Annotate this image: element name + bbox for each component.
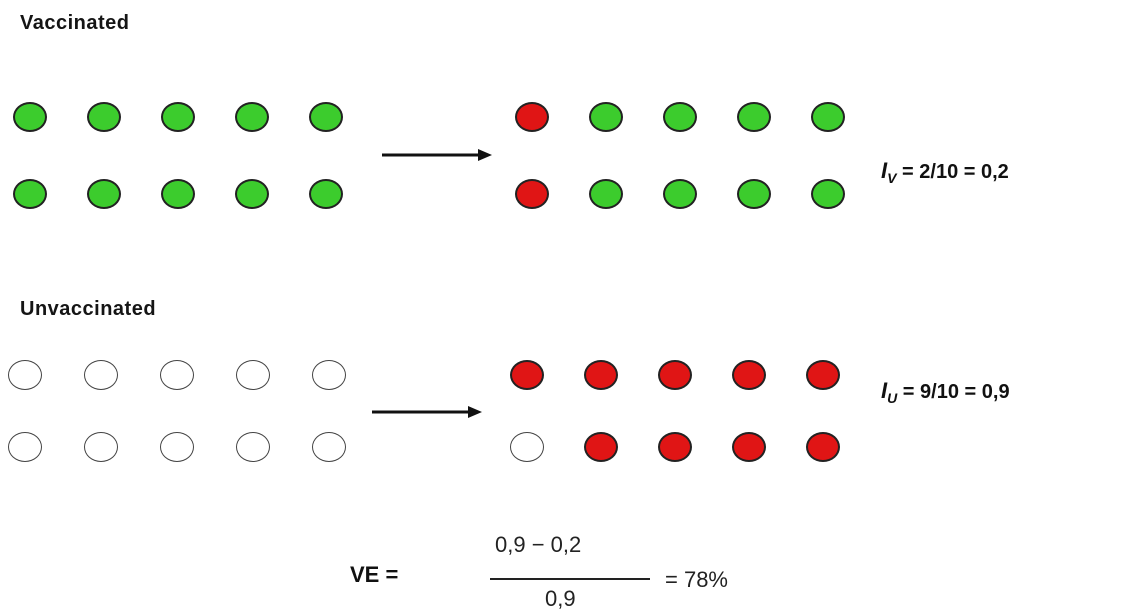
vaccinated-before-group: [13, 102, 393, 292]
uninfected-unvaccinated-dot: [8, 360, 42, 390]
healthy-vaccinated-dot: [13, 179, 47, 209]
unvaccinated-after-group: [510, 360, 890, 550]
uninfected-unvaccinated-dot: [236, 432, 270, 462]
incidence-expression: = 9/10 = 0,9: [897, 381, 1010, 403]
healthy-vaccinated-dot: [87, 102, 121, 132]
healthy-vaccinated-dot: [87, 179, 121, 209]
vaccinated-after-group: [515, 102, 895, 292]
incidence-unvaccinated-formula: IU = 9/10 = 0,9: [881, 378, 1010, 406]
uninfected-unvaccinated-dot: [84, 360, 118, 390]
uninfected-unvaccinated-dot: [510, 432, 544, 462]
infected-dot: [515, 102, 549, 132]
healthy-vaccinated-dot: [737, 102, 771, 132]
uninfected-unvaccinated-dot: [8, 432, 42, 462]
uninfected-unvaccinated-dot: [160, 360, 194, 390]
incidence-symbol: I: [881, 158, 888, 183]
healthy-vaccinated-dot: [235, 179, 269, 209]
healthy-vaccinated-dot: [589, 179, 623, 209]
infected-dot: [584, 432, 618, 462]
fraction-bar: [490, 578, 650, 580]
ve-result: = 78%: [665, 567, 728, 592]
uninfected-unvaccinated-dot: [236, 360, 270, 390]
ve-numerator: 0,9 − 0,2: [495, 532, 582, 557]
healthy-vaccinated-dot: [235, 102, 269, 132]
unvaccinated-label: Unvaccinated: [20, 298, 157, 320]
vaccinated-arrow: [382, 149, 492, 161]
healthy-vaccinated-dot: [737, 179, 771, 209]
uninfected-unvaccinated-dot: [312, 360, 346, 390]
incidence-symbol: I: [881, 378, 888, 403]
unvaccinated-before-group: [8, 360, 388, 550]
uninfected-unvaccinated-dot: [160, 432, 194, 462]
incidence-vaccinated-formula: IV = 2/10 = 0,2: [881, 158, 1009, 186]
infected-dot: [732, 432, 766, 462]
infected-dot: [806, 360, 840, 390]
ve-label: VE =: [350, 562, 399, 587]
healthy-vaccinated-dot: [309, 179, 343, 209]
healthy-vaccinated-dot: [161, 102, 195, 132]
infected-dot: [806, 432, 840, 462]
infected-dot: [515, 179, 549, 209]
healthy-vaccinated-dot: [309, 102, 343, 132]
healthy-vaccinated-dot: [811, 102, 845, 132]
healthy-vaccinated-dot: [589, 102, 623, 132]
healthy-vaccinated-dot: [663, 102, 697, 132]
healthy-vaccinated-dot: [811, 179, 845, 209]
infected-dot: [510, 360, 544, 390]
infected-dot: [658, 360, 692, 390]
infected-dot: [732, 360, 766, 390]
ve-denominator: 0,9: [545, 586, 576, 611]
healthy-vaccinated-dot: [663, 179, 697, 209]
uninfected-unvaccinated-dot: [84, 432, 118, 462]
infected-dot: [584, 360, 618, 390]
uninfected-unvaccinated-dot: [312, 432, 346, 462]
infected-dot: [658, 432, 692, 462]
healthy-vaccinated-dot: [13, 102, 47, 132]
vaccinated-label: Vaccinated: [20, 12, 130, 34]
incidence-subscript: V: [887, 170, 897, 186]
incidence-expression: = 2/10 = 0,2: [896, 161, 1009, 183]
unvaccinated-arrow: [372, 406, 482, 418]
incidence-subscript: U: [887, 390, 898, 406]
healthy-vaccinated-dot: [161, 179, 195, 209]
